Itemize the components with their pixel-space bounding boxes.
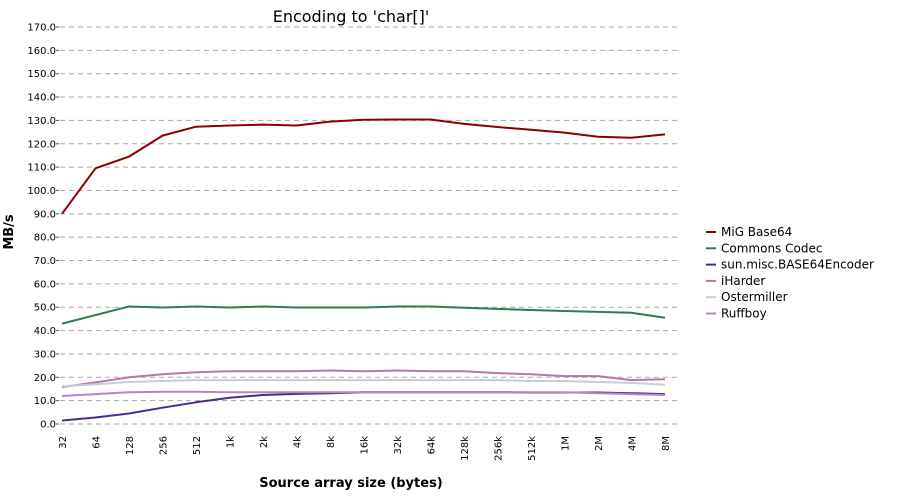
x-tick-label: 128	[125, 436, 136, 455]
legend-label: Commons Codec	[721, 241, 822, 255]
x-axis: 32 64 128 256 512 1k 2k 4k 8k 16k 32k 64k 128k 256k 51…	[58, 436, 672, 461]
y-tick-label: 140.0	[27, 93, 56, 104]
legend-label: iHarder	[721, 274, 765, 288]
y-tick-label: 60.0	[34, 279, 56, 290]
y-tick-label: 30.0	[34, 349, 56, 360]
y-tick-label: 110.0	[27, 163, 56, 174]
y-tick-label: 20.0	[34, 373, 56, 384]
series-line-2	[61, 391, 666, 422]
y-tick-label: 120.0	[27, 139, 56, 150]
x-tick-label: 1M	[561, 436, 572, 451]
legend: MiG Base64 Commons Codec sun.misc.BASE64En…	[706, 225, 874, 321]
y-tick-label: 70.0	[34, 256, 56, 267]
x-axis-title: Source array size (bytes)	[259, 476, 443, 491]
x-tick-label: 2k	[259, 436, 270, 448]
y-tick-label: 90.0	[34, 209, 56, 220]
x-tick-label: 2M	[594, 436, 605, 451]
x-tick-label: 256k	[494, 436, 505, 461]
x-tick-label: 256	[159, 436, 170, 455]
legend-label: MiG Base64	[721, 225, 792, 239]
x-tick-label: 512	[192, 436, 203, 455]
x-tick-label: 64k	[427, 436, 438, 455]
x-tick-label: 128k	[460, 436, 471, 461]
y-tick-label: 50.0	[34, 303, 56, 314]
x-tick-label: 8k	[326, 436, 337, 448]
y-tick-label: 0.0	[40, 420, 56, 431]
y-tick-label: 160.0	[27, 46, 56, 57]
y-tick-label: 10.0	[34, 396, 56, 407]
x-tick-label: 8M	[661, 436, 672, 451]
y-tick-label: 150.0	[27, 69, 56, 80]
series-lines	[61, 118, 666, 422]
x-tick-label: 1k	[226, 436, 237, 448]
x-tick-label: 16k	[360, 436, 371, 455]
series-line-5	[61, 390, 666, 397]
y-axis: 0.0 10.0 20.0 30.0 40.0 50.0 60.0 70.0 80.0 90.0 1…	[27, 23, 59, 431]
series-line-4	[61, 379, 666, 388]
series-line-3	[61, 369, 666, 389]
legend-label: Ostermiller	[721, 290, 788, 304]
grid	[60, 26, 680, 425]
x-tick-label: 4k	[293, 436, 304, 448]
series-line-0	[61, 118, 666, 215]
x-tick-label: 64	[92, 436, 103, 449]
series-line-1	[61, 305, 666, 325]
legend-label: sun.misc.BASE64Encoder	[721, 258, 874, 272]
x-tick-label: 32k	[393, 436, 404, 455]
chart-title: Encoding to 'char[]'	[273, 7, 430, 26]
x-tick-label: 4M	[628, 436, 639, 451]
y-tick-label: 80.0	[34, 233, 56, 244]
y-tick-label: 40.0	[34, 326, 56, 337]
y-tick-label: 100.0	[27, 186, 56, 197]
y-tick-label: 130.0	[27, 116, 56, 127]
y-tick-label: 170.0	[27, 23, 56, 34]
x-tick-label: 32	[58, 436, 69, 449]
y-axis-title: MB/s	[2, 214, 17, 250]
legend-label: Ruffboy	[721, 307, 767, 321]
x-tick-label: 512k	[527, 436, 538, 461]
